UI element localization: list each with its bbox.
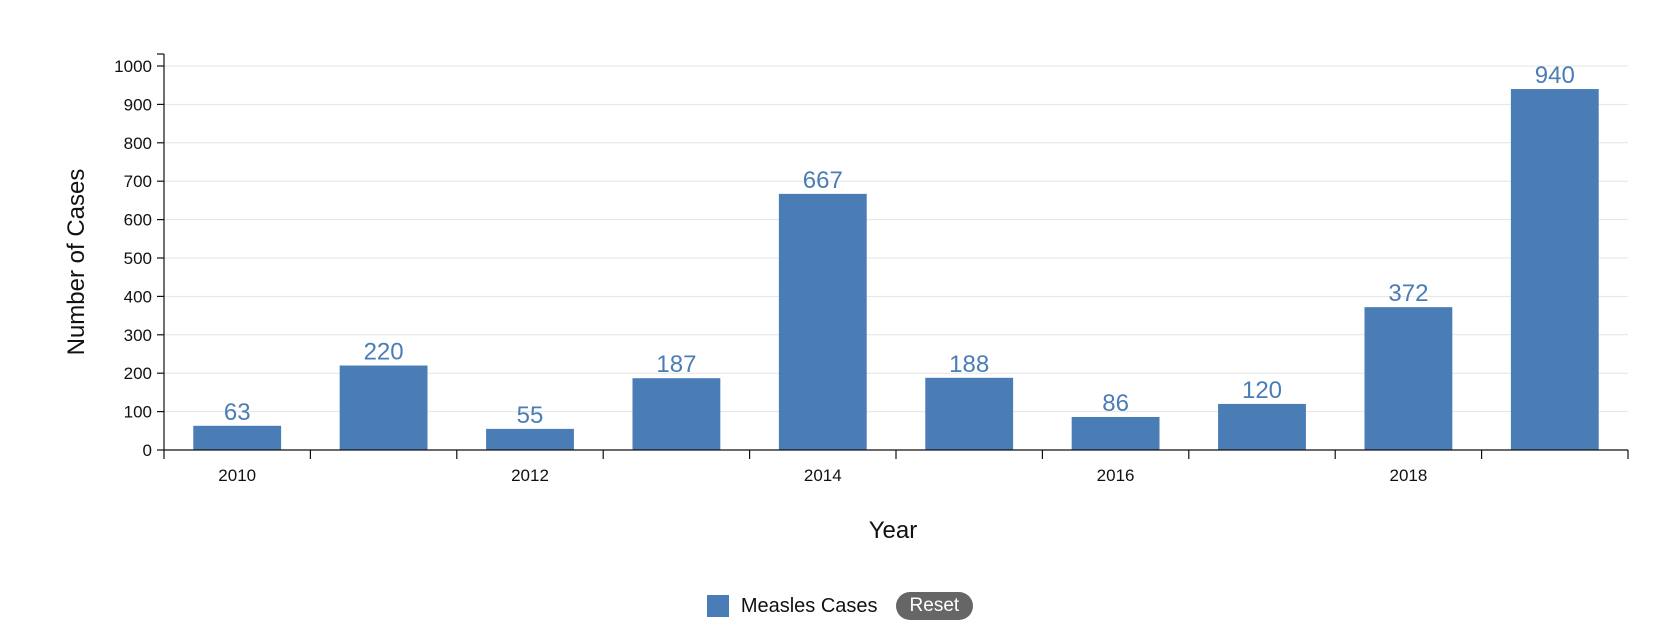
y-tick-label: 0 — [143, 441, 152, 460]
y-tick-label: 800 — [124, 134, 152, 153]
bars — [193, 89, 1599, 450]
data-label: 220 — [364, 339, 404, 366]
bar — [778, 193, 867, 450]
data-label: 667 — [803, 167, 843, 194]
legend-swatch[interactable] — [706, 595, 729, 617]
y-axis-title: Number of Cases — [63, 169, 90, 356]
data-label: 120 — [1242, 377, 1282, 404]
bar — [632, 378, 721, 450]
x-tick-label: 2012 — [511, 466, 549, 485]
bar — [1071, 416, 1160, 450]
x-tick-label: 2014 — [804, 466, 842, 485]
legend: Measles Cases Reset — [0, 589, 1680, 623]
bar — [925, 377, 1014, 450]
y-tick-label: 900 — [124, 95, 152, 114]
data-labels: 63 220 55 187 667 188 86 120 372 940 — [224, 62, 1575, 429]
x-axis-title: Year — [869, 517, 918, 544]
data-label: 86 — [1102, 390, 1129, 417]
data-label: 188 — [949, 351, 989, 378]
data-label: 940 — [1535, 62, 1575, 89]
y-tick-label: 500 — [124, 249, 152, 268]
bar — [339, 365, 428, 450]
bar — [193, 425, 282, 450]
data-label: 372 — [1388, 280, 1428, 307]
axes: 0 100 200 300 400 500 600 700 800 900 1000 2010 2012… — [114, 53, 1629, 485]
legend-label-measles-cases[interactable]: Measles Cases — [740, 594, 878, 617]
y-tick-label: 600 — [124, 211, 152, 230]
bar — [1364, 307, 1453, 450]
y-tick-label: 200 — [124, 364, 152, 383]
x-tick-label: 2010 — [218, 466, 256, 485]
x-tick-label: 2018 — [1389, 466, 1427, 485]
bar — [486, 428, 574, 450]
bar — [1218, 403, 1306, 450]
y-tick-label: 400 — [124, 287, 152, 306]
y-tick-label: 700 — [124, 172, 152, 191]
y-tick-label: 100 — [124, 403, 152, 422]
data-label: 187 — [656, 351, 696, 378]
y-tick-label: 300 — [124, 326, 152, 345]
y-tick-label: 1000 — [114, 57, 152, 76]
reset-button[interactable]: Reset — [895, 592, 974, 620]
data-label: 55 — [517, 402, 544, 429]
x-tick-label: 2016 — [1097, 466, 1135, 485]
data-label: 63 — [224, 399, 251, 426]
bar — [1510, 89, 1599, 450]
